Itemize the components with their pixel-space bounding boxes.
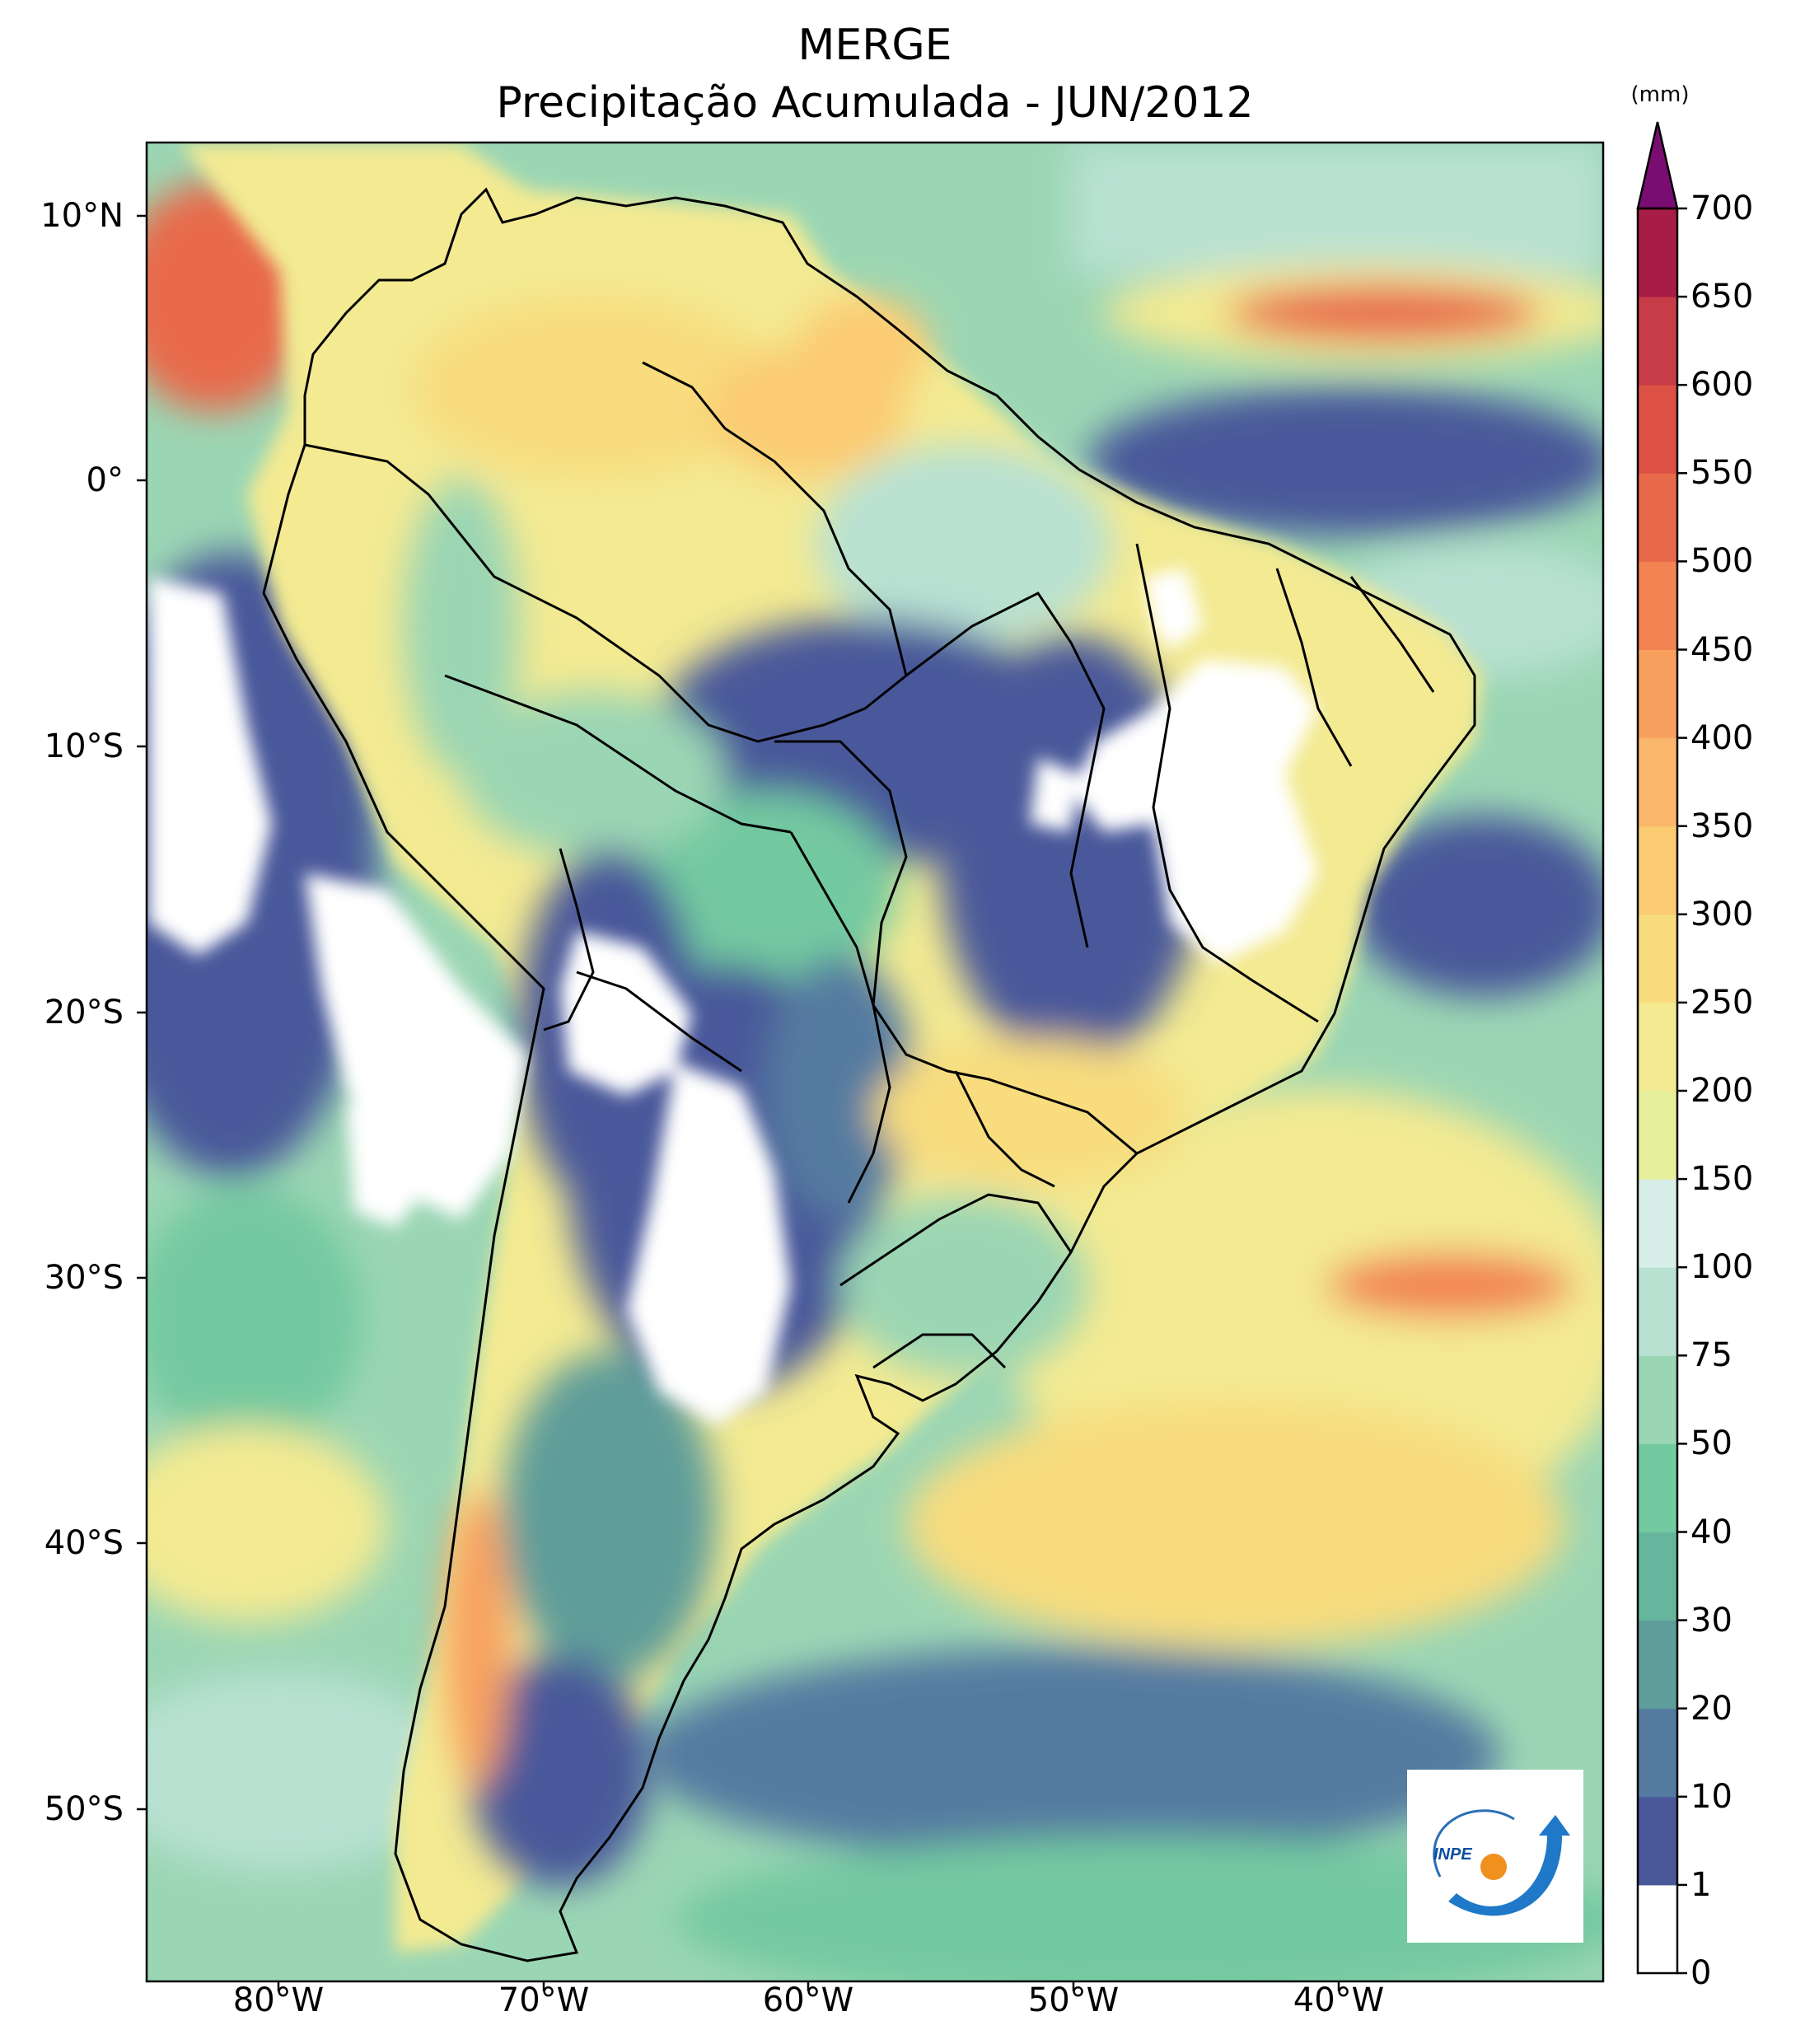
inpe-logo: INPE bbox=[1407, 1770, 1583, 1943]
colorbar-label: 450 bbox=[1690, 630, 1754, 669]
colorbar-label: 300 bbox=[1690, 895, 1754, 933]
colorbar-label: 75 bbox=[1690, 1336, 1733, 1375]
lat-tick-label: 10°N bbox=[40, 197, 124, 235]
inpe-logo-text: INPE bbox=[1433, 1845, 1472, 1864]
colorbar-bin bbox=[1638, 208, 1677, 297]
map-subtitle: Precipitação Acumulada - JUN/2012 bbox=[496, 78, 1254, 128]
colorbar-label: 600 bbox=[1690, 366, 1754, 405]
lon-tick-label: 80°W bbox=[232, 1981, 325, 2019]
colorbar-unit: (mm) bbox=[1630, 82, 1690, 107]
lon-tick-label: 40°W bbox=[1293, 1981, 1385, 2019]
colorbar-label: 350 bbox=[1690, 807, 1754, 845]
colorbar-label: 10 bbox=[1690, 1777, 1733, 1816]
lon-tick-label: 50°W bbox=[1027, 1981, 1120, 2019]
colorbar-bin bbox=[1638, 473, 1677, 562]
lat-tick-label: 50°S bbox=[44, 1790, 124, 1828]
colorbar-bin bbox=[1638, 1355, 1677, 1444]
country-borders bbox=[262, 187, 1476, 1962]
colorbar-label: 150 bbox=[1690, 1160, 1754, 1199]
colorbar-bin bbox=[1638, 914, 1677, 1003]
colorbar-label: 400 bbox=[1690, 718, 1754, 757]
colorbar-label: 500 bbox=[1690, 542, 1754, 581]
lat-tick-label: 10°S bbox=[44, 727, 124, 765]
lat-tick-label: 40°S bbox=[44, 1524, 124, 1562]
lat-tick-label: 20°S bbox=[44, 994, 124, 1031]
colorbar-label: 0 bbox=[1690, 1954, 1712, 1992]
colorbar-extend-arrow bbox=[1636, 121, 1679, 210]
colorbar-label: 50 bbox=[1690, 1424, 1733, 1463]
colorbar-bin bbox=[1638, 1620, 1677, 1710]
colorbar-bin bbox=[1638, 1002, 1677, 1092]
colorbar-label: 550 bbox=[1690, 454, 1754, 493]
colorbar-label: 650 bbox=[1690, 278, 1754, 316]
map-title: MERGE bbox=[797, 21, 952, 70]
colorbar-label: 1 bbox=[1690, 1865, 1712, 1904]
colorbar-bin bbox=[1638, 1796, 1677, 1886]
lat-tick-label: 30°S bbox=[44, 1259, 124, 1297]
colorbar bbox=[1638, 207, 1687, 1975]
colorbar-bin bbox=[1638, 561, 1677, 650]
colorbar-bin bbox=[1638, 297, 1677, 386]
colorbar-bin bbox=[1638, 1091, 1677, 1180]
colorbar-bin bbox=[1638, 1532, 1677, 1621]
colorbar-bin bbox=[1638, 737, 1677, 827]
colorbar-bin bbox=[1638, 1884, 1677, 1974]
colorbar-label: 200 bbox=[1690, 1072, 1754, 1110]
colorbar-label: 40 bbox=[1690, 1513, 1733, 1551]
lon-tick-label: 70°W bbox=[498, 1981, 590, 2019]
colorbar-label: 20 bbox=[1690, 1689, 1733, 1728]
colorbar-label: 30 bbox=[1690, 1601, 1733, 1639]
lon-tick-label: 60°W bbox=[762, 1981, 854, 2019]
inpe-logo-icon bbox=[1433, 1809, 1570, 1916]
colorbar-bin bbox=[1638, 1708, 1677, 1798]
colorbar-label: 700 bbox=[1690, 189, 1754, 227]
precipitation-field bbox=[147, 143, 1603, 1981]
colorbar-bin bbox=[1638, 649, 1677, 739]
colorbar-bin bbox=[1638, 826, 1677, 915]
colorbar-bin bbox=[1638, 385, 1677, 474]
lat-tick-label: 0° bbox=[86, 461, 124, 499]
colorbar-bin bbox=[1638, 1443, 1677, 1532]
colorbar-label: 250 bbox=[1690, 983, 1754, 1022]
colorbar-label: 100 bbox=[1690, 1248, 1754, 1287]
axis-ticks bbox=[137, 214, 1340, 1991]
map-frame bbox=[145, 141, 1605, 1983]
colorbar-bin bbox=[1638, 1267, 1677, 1356]
colorbar-bin bbox=[1638, 1179, 1677, 1268]
